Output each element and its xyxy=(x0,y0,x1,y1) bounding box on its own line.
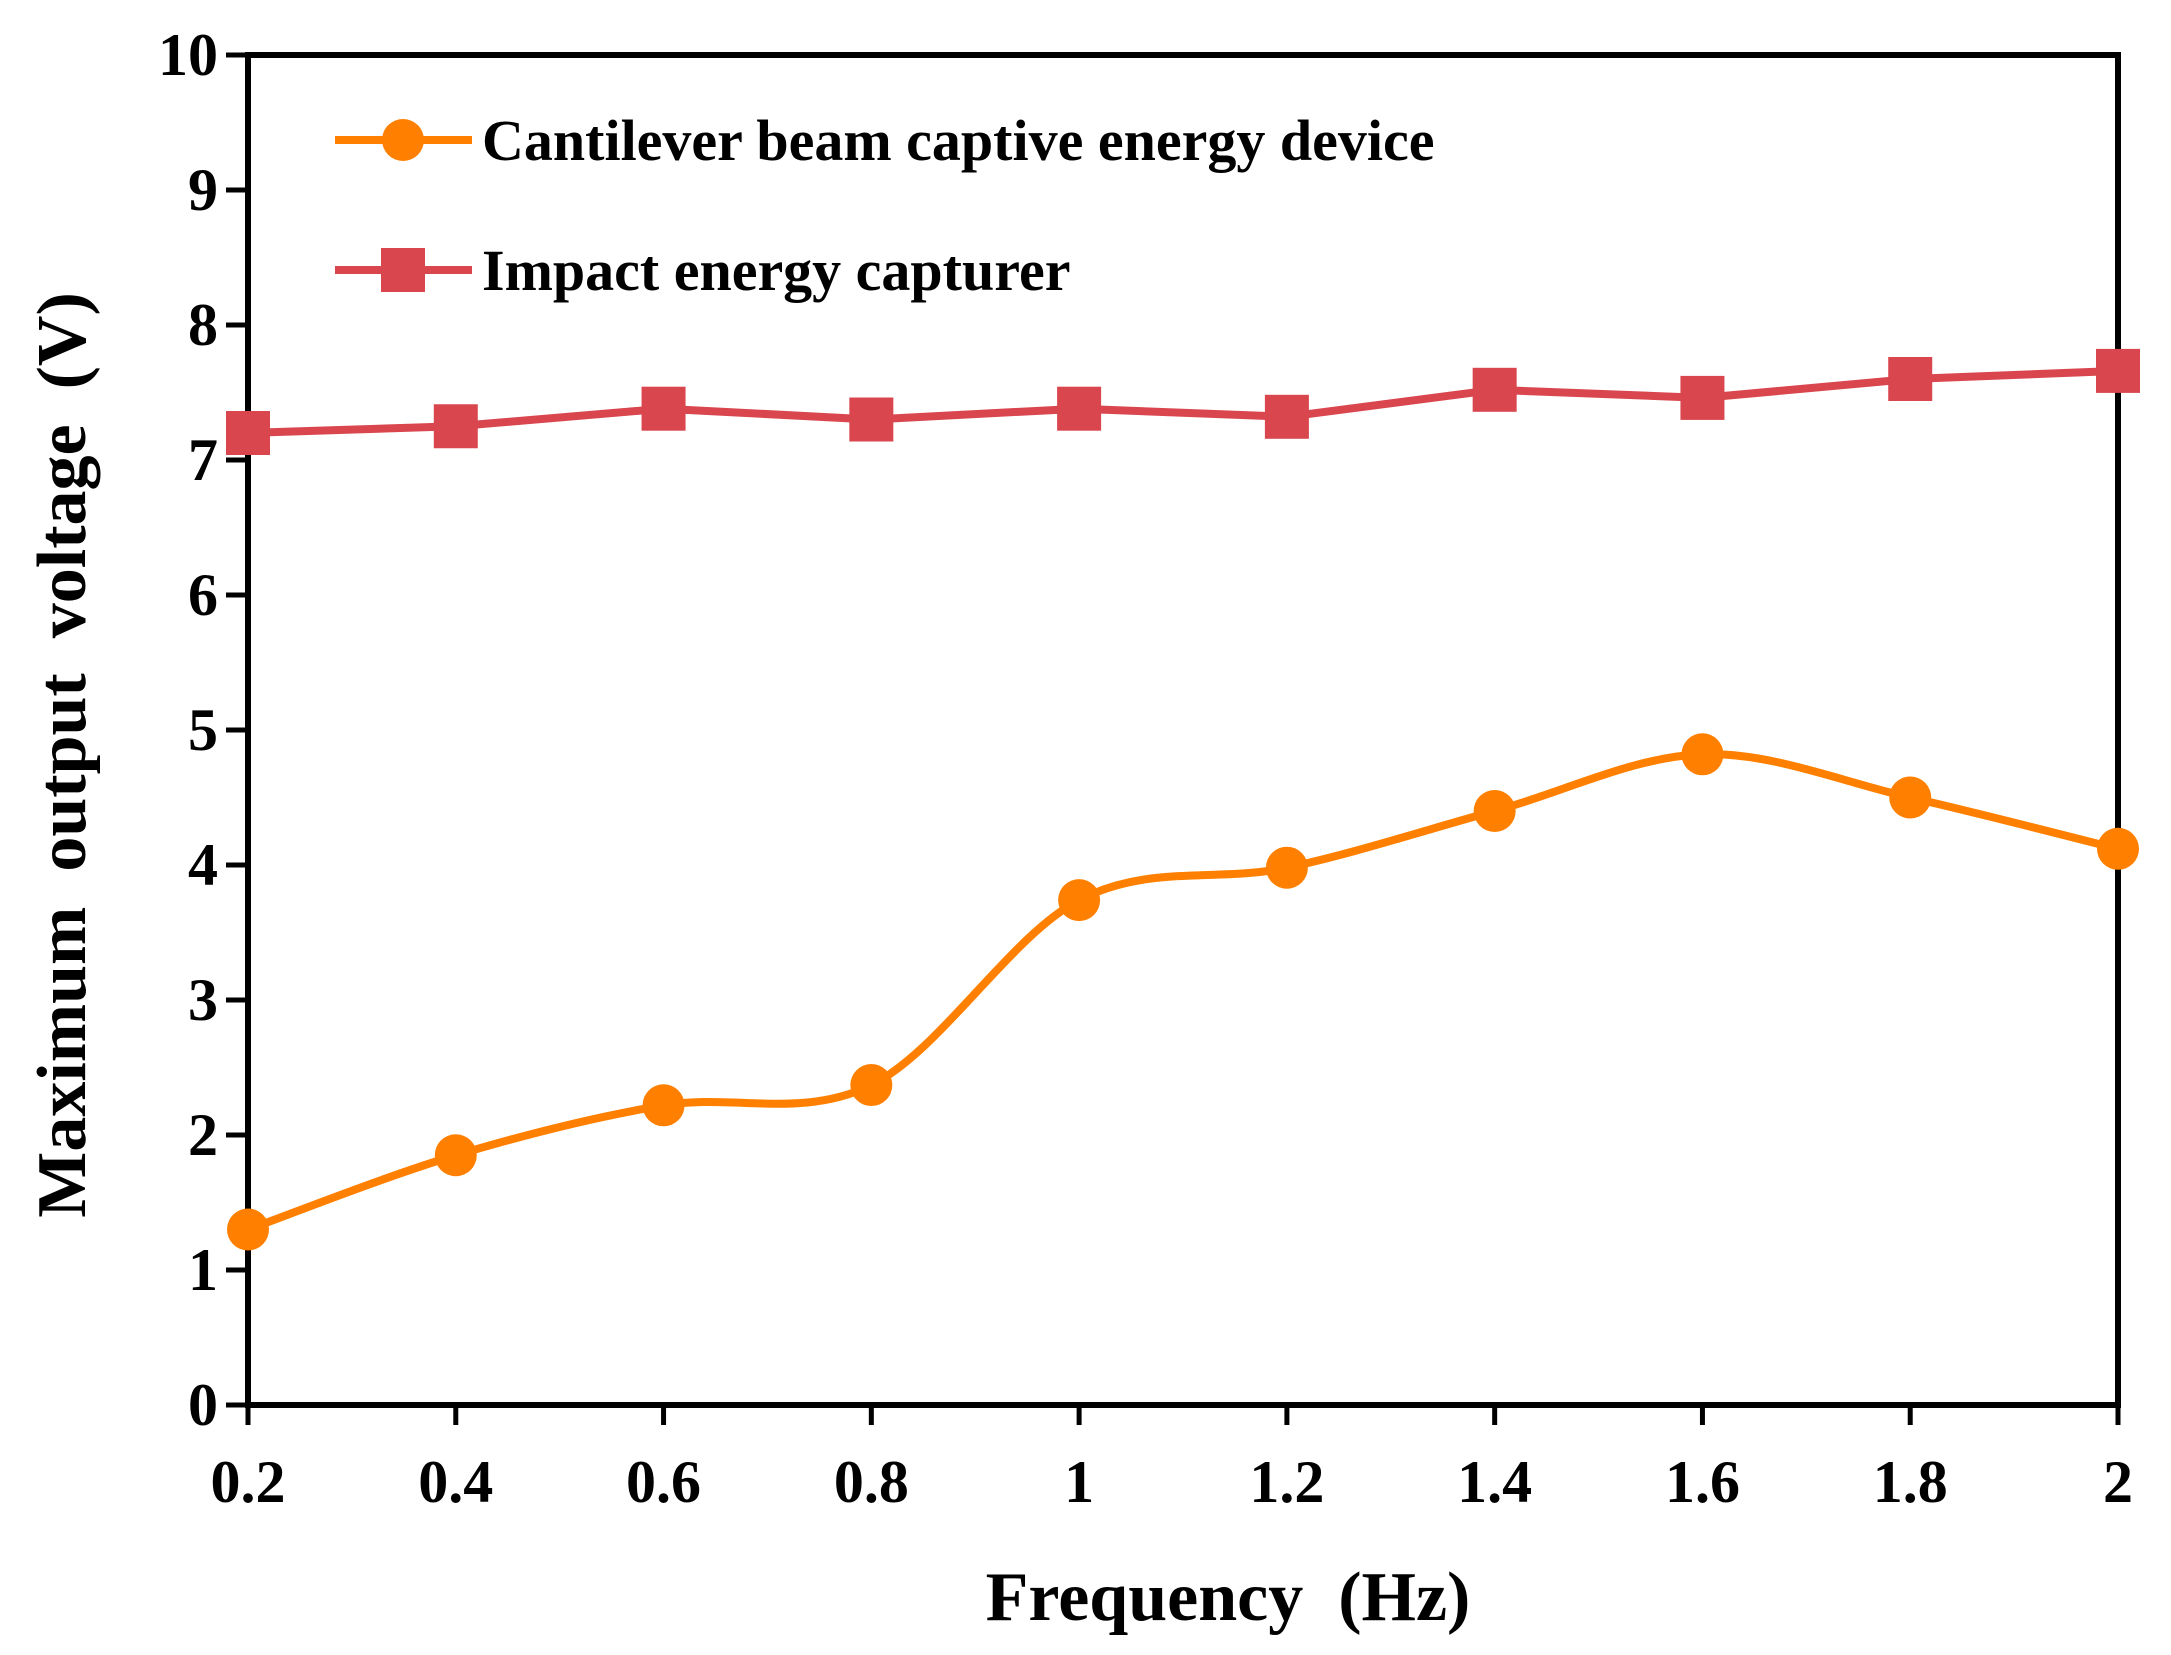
data-point-cantilever xyxy=(1473,790,1516,832)
data-point-impact xyxy=(433,404,478,449)
data-point-impact xyxy=(1264,394,1309,439)
data-point-impact xyxy=(1888,357,1933,401)
y-tick-label: 5 xyxy=(188,697,218,763)
data-point-impact xyxy=(2096,348,2140,393)
y-axis-title: Maximum output voltage (V) xyxy=(24,292,101,1217)
data-point-impact xyxy=(641,386,686,431)
legend: Cantilever beam captive energy device Imp… xyxy=(335,108,1434,303)
legend-marker-impact xyxy=(381,248,425,292)
x-axis-title: Frequency (Hz) xyxy=(986,1559,1471,1636)
data-point-cantilever xyxy=(850,1064,893,1107)
data-point-cantilever xyxy=(227,1208,269,1251)
x-tick-label: 1 xyxy=(1064,1449,1094,1515)
x-tick-label: 0.4 xyxy=(418,1449,493,1515)
data-point-impact xyxy=(1472,367,1517,412)
data-point-cantilever xyxy=(1681,733,1724,776)
y-tick-label: 7 xyxy=(188,427,218,493)
data-point-cantilever xyxy=(642,1084,685,1127)
legend-label-impact: Impact energy capturer xyxy=(482,238,1070,303)
legend-label-cantilever: Cantilever beam captive energy device xyxy=(482,108,1434,173)
x-tick-label: 1.6 xyxy=(1665,1449,1740,1515)
legend-marker-cantilever xyxy=(382,119,424,161)
y-tick-label: 4 xyxy=(188,832,218,898)
data-point-cantilever xyxy=(434,1134,477,1177)
y-tick-label: 1 xyxy=(188,1237,218,1303)
data-point-cantilever xyxy=(1889,776,1932,819)
series-group xyxy=(226,348,2140,1251)
data-point-cantilever xyxy=(1265,846,1308,889)
x-tick-label: 1.4 xyxy=(1457,1449,1532,1515)
legend-item-impact: Impact energy capturer xyxy=(335,238,1070,303)
data-point-impact xyxy=(226,411,270,455)
y-tick-label: 8 xyxy=(188,292,218,358)
x-tick-label: 1.2 xyxy=(1249,1449,1324,1515)
y-tick-label: 0 xyxy=(188,1372,218,1438)
y-axis-ticks: 0 1 2 3 4 5 6 7 8 9 10 xyxy=(158,22,248,1438)
series-impact xyxy=(226,348,2140,455)
x-tick-label: 0.8 xyxy=(834,1449,909,1515)
data-point-cantilever xyxy=(1058,879,1101,922)
data-point-cantilever xyxy=(2097,827,2139,870)
y-tick-label: 10 xyxy=(158,22,218,88)
x-tick-label: 0.6 xyxy=(626,1449,701,1515)
data-point-impact xyxy=(849,397,894,442)
y-tick-label: 9 xyxy=(188,157,218,223)
x-tick-label: 0.2 xyxy=(211,1449,286,1515)
series-line-impact xyxy=(247,366,2119,437)
y-tick-label: 6 xyxy=(188,562,218,628)
legend-item-cantilever: Cantilever beam captive energy device xyxy=(335,108,1434,173)
x-tick-label: 2 xyxy=(2103,1449,2133,1515)
series-line-cantilever xyxy=(246,750,2119,1234)
x-axis-ticks: 0.2 0.4 0.6 0.8 1 1.2 1.4 1.6 1.8 2 xyxy=(211,1405,2133,1515)
data-point-impact xyxy=(1057,386,1102,431)
x-tick-label: 1.8 xyxy=(1873,1449,1948,1515)
y-tick-label: 2 xyxy=(188,1102,218,1168)
data-point-impact xyxy=(1680,375,1725,420)
series-cantilever xyxy=(227,733,2139,1251)
y-tick-label: 3 xyxy=(188,967,218,1033)
